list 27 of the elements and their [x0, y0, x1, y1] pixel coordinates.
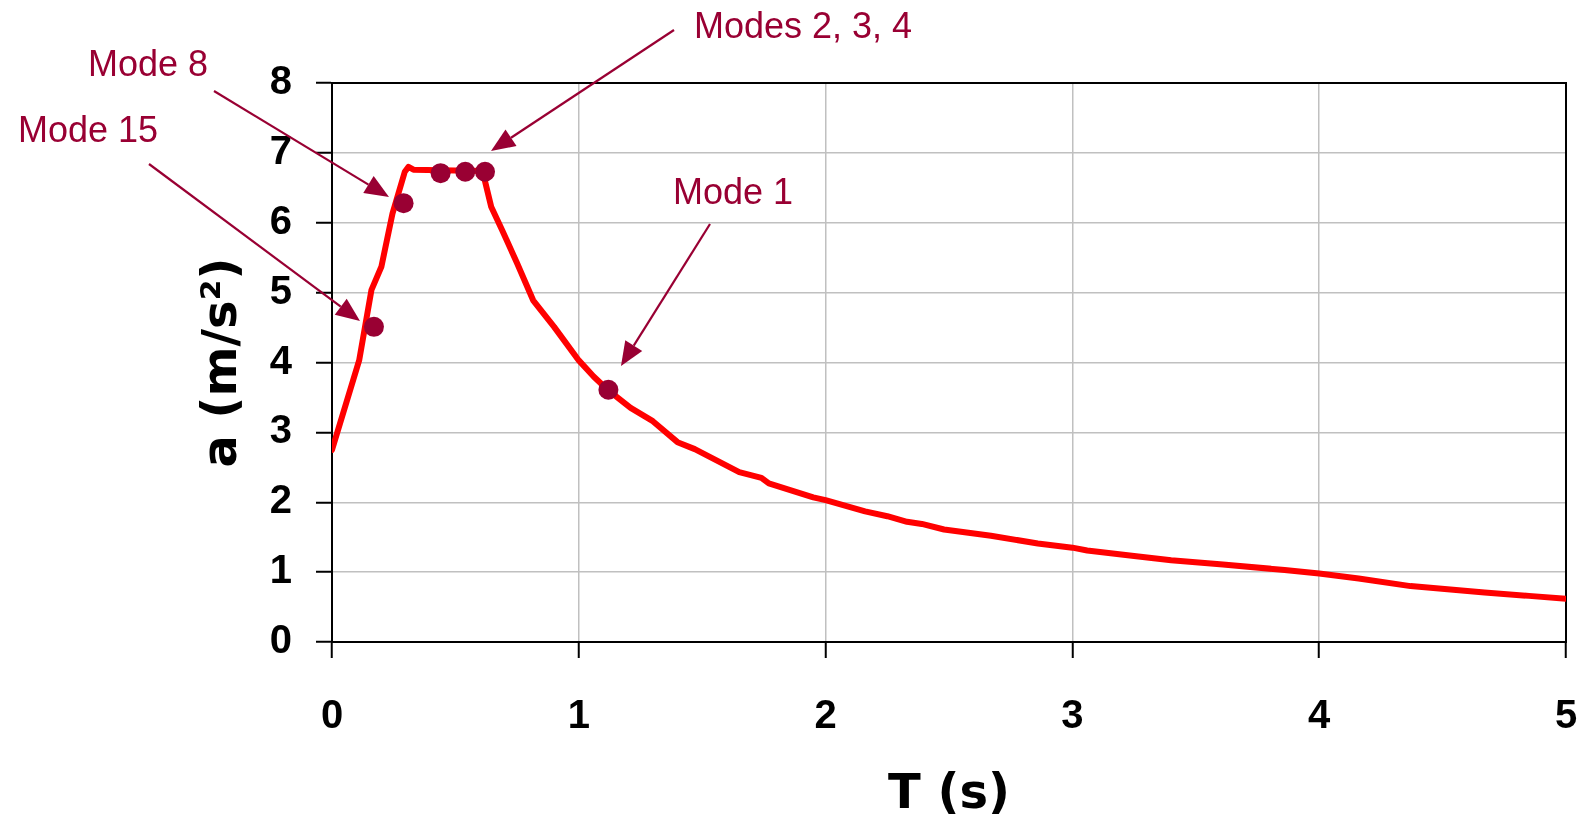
x-axis-title: T (s) — [888, 762, 1010, 819]
annotation: Mode 1 — [672, 170, 794, 212]
y-tick-label: 1 — [269, 547, 292, 592]
x-tick-label: 1 — [567, 692, 590, 737]
text: Mode 15 — [17, 108, 159, 150]
point — [363, 316, 384, 337]
text: Modes 2, 3, 4 — [693, 4, 913, 46]
y-tick-label: 7 — [269, 127, 292, 172]
y-tick-label: 2 — [269, 477, 292, 522]
y-tick-label: 6 — [269, 197, 292, 242]
x-tick-label: 5 — [1554, 692, 1578, 737]
point — [393, 193, 414, 214]
y-tick-label: 8 — [269, 58, 292, 103]
point — [455, 161, 476, 182]
x-tick-label: 4 — [1308, 692, 1332, 737]
y-tick-label: 4 — [269, 337, 293, 382]
x-tick-label: 0 — [320, 692, 344, 737]
text: Mode 8 — [87, 42, 209, 84]
x-tick-label: 2 — [814, 692, 837, 737]
point — [475, 161, 496, 182]
y-tick-label: 3 — [269, 407, 292, 452]
y-tick-label: 5 — [269, 267, 292, 312]
y-tick-label: 0 — [269, 617, 292, 662]
point — [430, 163, 451, 184]
x-tick-label: 3 — [1061, 692, 1084, 737]
point — [598, 379, 619, 400]
y-axis-title: a (m/s²) — [191, 257, 248, 468]
